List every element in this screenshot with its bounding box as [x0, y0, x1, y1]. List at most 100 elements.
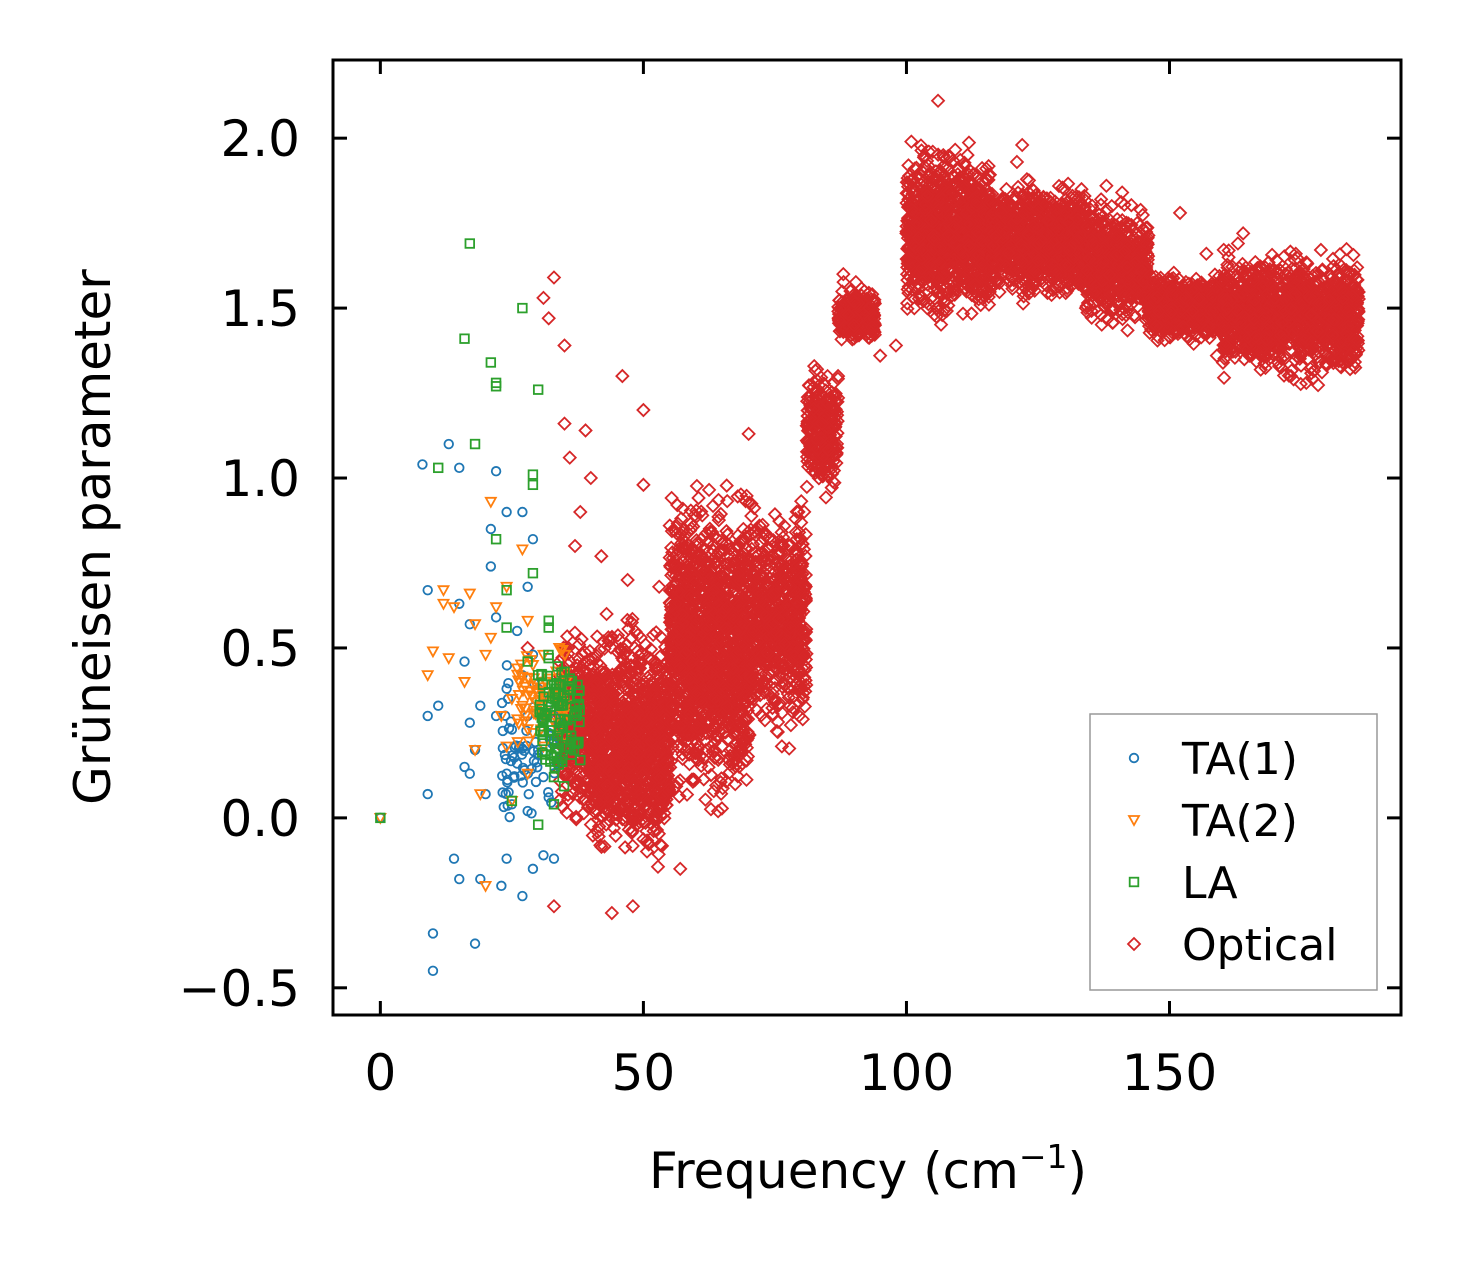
data-point	[651, 703, 667, 718]
data-point	[554, 784, 570, 799]
data-point	[625, 823, 640, 838]
data-point	[669, 575, 685, 591]
data-point	[735, 756, 750, 771]
data-point	[714, 801, 730, 816]
data-point	[647, 727, 662, 742]
data-point	[647, 794, 662, 810]
data-point	[696, 587, 711, 603]
data-point	[722, 765, 737, 780]
data-point	[641, 837, 657, 852]
data-point	[662, 760, 678, 775]
data-point	[700, 712, 716, 727]
data-point	[662, 666, 678, 682]
data-point	[729, 584, 745, 600]
data-point	[733, 573, 748, 589]
data-point	[730, 768, 746, 784]
data-point	[724, 673, 739, 688]
data-point	[678, 569, 694, 584]
data-point	[666, 556, 681, 571]
data-point	[596, 665, 612, 680]
data-point	[630, 723, 645, 739]
data-point	[686, 571, 702, 587]
data-point	[601, 633, 616, 649]
data-point	[679, 787, 695, 802]
data-point	[610, 803, 626, 818]
data-point	[732, 737, 748, 753]
data-point	[674, 511, 689, 526]
data-point	[603, 751, 619, 766]
data-point	[706, 583, 722, 598]
data-point	[651, 692, 666, 707]
data-point	[646, 811, 662, 826]
data-point	[710, 693, 725, 709]
data-point	[586, 766, 601, 781]
data-point	[715, 780, 730, 796]
data-point	[625, 838, 640, 854]
data-point	[724, 651, 740, 667]
data-point	[689, 509, 704, 524]
data-point	[559, 629, 575, 644]
data-point	[694, 547, 709, 563]
data-point	[645, 755, 660, 770]
data-point	[604, 684, 620, 699]
data-point	[783, 717, 799, 733]
data-point	[728, 673, 744, 689]
data-point	[701, 482, 717, 498]
data-point	[571, 651, 587, 667]
data-point	[633, 744, 648, 760]
data-point	[663, 614, 678, 630]
data-point	[596, 799, 612, 815]
data-point	[719, 719, 734, 734]
data-point	[705, 590, 721, 606]
data-point	[587, 675, 602, 690]
data-point	[687, 718, 702, 733]
data-point	[624, 615, 640, 630]
data-point	[649, 759, 664, 775]
data-point	[711, 509, 726, 525]
data-point	[721, 732, 737, 747]
data-point	[625, 611, 640, 627]
data-point	[653, 629, 669, 645]
data-point	[671, 658, 687, 673]
data-point	[589, 648, 604, 663]
data-point	[643, 806, 658, 822]
data-point	[731, 598, 746, 614]
data-point	[655, 788, 670, 804]
data-point	[621, 681, 636, 697]
data-point	[632, 807, 648, 823]
data-point	[608, 828, 623, 843]
data-point	[702, 524, 718, 540]
data-point	[698, 792, 713, 807]
data-point	[703, 641, 719, 657]
data-point	[709, 576, 724, 591]
data-point	[689, 478, 705, 494]
data-point	[610, 781, 626, 797]
data-point	[608, 812, 624, 827]
data-point	[627, 802, 643, 817]
data-point	[621, 766, 636, 781]
data-point	[691, 490, 706, 506]
data-point	[672, 719, 687, 734]
data-point	[672, 773, 688, 788]
data-point	[639, 844, 655, 859]
data-point	[682, 523, 698, 538]
data-point	[593, 693, 608, 709]
data-point	[703, 665, 719, 680]
data-point	[611, 707, 627, 723]
data-point	[670, 584, 686, 600]
data-point	[627, 710, 642, 725]
data-point	[683, 556, 699, 572]
data-point	[619, 644, 634, 660]
data-point	[668, 701, 684, 717]
data-point	[711, 512, 727, 528]
data-point	[693, 656, 709, 671]
data-point	[699, 667, 714, 682]
data-point	[676, 718, 692, 734]
data-point	[612, 718, 628, 734]
data-point	[717, 642, 733, 657]
data-point	[663, 540, 679, 556]
data-point	[726, 754, 741, 769]
data-point	[696, 772, 712, 787]
data-point	[637, 699, 653, 715]
data-point	[679, 742, 694, 758]
